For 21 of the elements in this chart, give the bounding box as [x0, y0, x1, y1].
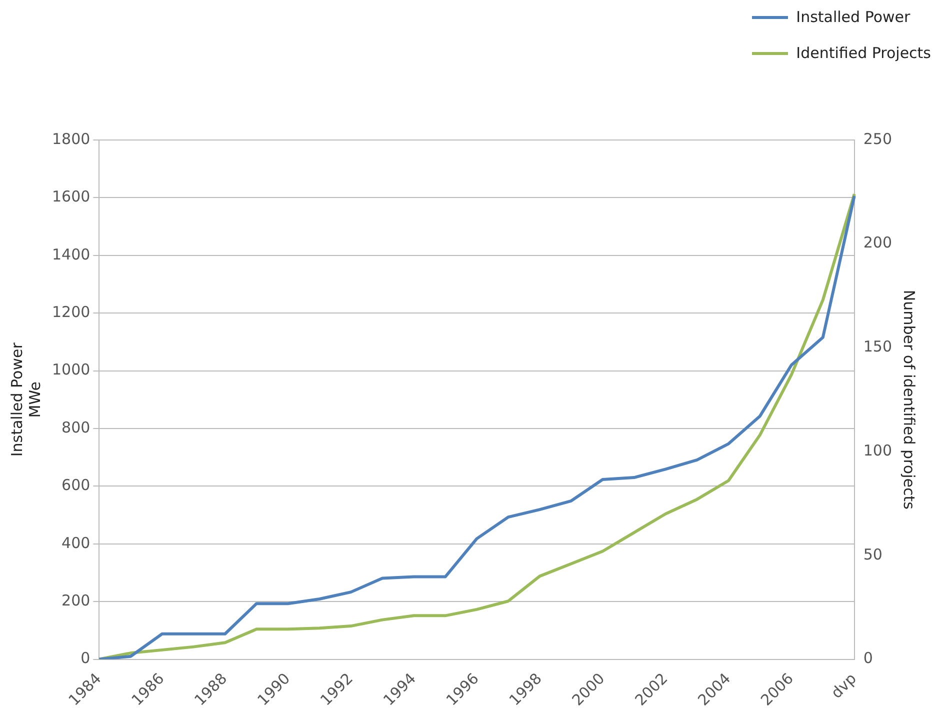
y2-tick-label: 150	[863, 338, 892, 356]
y-tick-label: 1000	[52, 360, 90, 379]
y-tick-label: 600	[62, 476, 90, 494]
y-tick-label: 1400	[52, 245, 90, 264]
y2-tick-label: 200	[863, 234, 892, 252]
y-tick-label: 1800	[52, 130, 90, 148]
y2-tick-label: 50	[863, 545, 882, 564]
x-tick-label: dvp	[827, 669, 860, 702]
y-tick-label: 1600	[52, 188, 90, 206]
y2-tick-label: 100	[863, 441, 892, 460]
legend-label: Installed Power	[796, 8, 910, 26]
y-tick-label: 200	[62, 591, 90, 610]
y2-tick-label: 0	[863, 649, 873, 668]
y-tick-label: 0	[80, 649, 90, 668]
y2-axis-title: Number of identified projects	[900, 290, 918, 510]
y-tick-label: 800	[62, 418, 90, 436]
y2-tick-label: 250	[863, 130, 892, 148]
y-tick-label: 1200	[52, 302, 90, 321]
legend-label: Identified Projects	[796, 44, 931, 62]
y-axis-title: Installed Power MWe	[8, 342, 44, 457]
y-tick-label: 400	[62, 534, 90, 552]
